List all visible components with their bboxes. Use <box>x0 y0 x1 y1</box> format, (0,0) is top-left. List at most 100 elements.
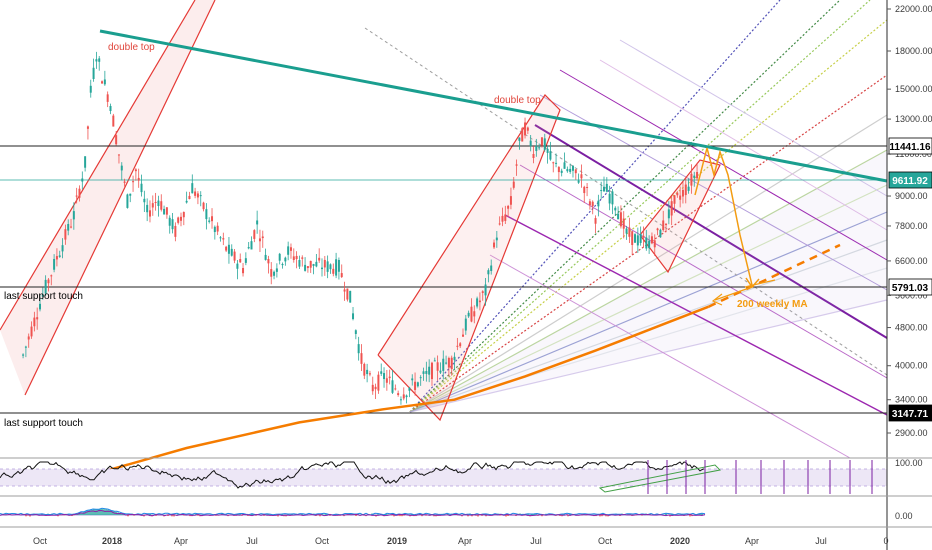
level-tag-box <box>888 137 932 155</box>
candle-body <box>662 220 665 231</box>
candle-body <box>535 145 538 152</box>
candle-body <box>385 378 388 383</box>
candle-body <box>154 201 157 203</box>
candle-body <box>270 269 273 277</box>
candle-body <box>374 386 377 390</box>
candle-body <box>256 220 259 225</box>
left-channel-fill <box>0 0 215 395</box>
pitchfork-line <box>489 254 851 459</box>
time-tick-label: Apr <box>745 536 759 546</box>
candle-body <box>603 186 605 192</box>
candle-body <box>456 345 459 347</box>
time-tick-label: 2020 <box>670 536 690 546</box>
candle-body <box>653 240 656 248</box>
rsi-channel <box>598 464 722 493</box>
time-tick-label: 2018 <box>102 536 122 546</box>
macd-panel: 0.00 <box>0 507 913 521</box>
candle-body <box>622 218 625 229</box>
mid-channel-fill <box>378 95 560 420</box>
candle-body <box>349 290 352 303</box>
rsi-panel: 100.00 <box>0 458 923 494</box>
candle-body <box>205 209 208 220</box>
candle-body <box>75 195 78 197</box>
level-tag-label: 5791.03 <box>892 283 929 294</box>
fan-line <box>409 19 888 413</box>
rsi-band <box>0 469 887 486</box>
candle-body <box>22 354 25 356</box>
candle-body <box>648 240 651 249</box>
candle-body <box>216 225 219 232</box>
candle-body <box>650 236 653 244</box>
candle-body <box>478 300 481 303</box>
candle-body <box>134 169 137 172</box>
candle-body <box>399 399 402 401</box>
candle-body <box>690 173 693 186</box>
fan-shading <box>410 150 887 412</box>
candle-body <box>137 177 140 181</box>
candle-body <box>148 210 151 217</box>
pitchfork-line <box>519 164 888 379</box>
candle-body <box>414 381 417 390</box>
guide-line <box>364 27 888 376</box>
fan-line <box>409 149 888 413</box>
candle-body <box>115 135 118 145</box>
candle-body <box>450 357 453 370</box>
level-tags: 11441.16 9611.92 5791.03 3147.71 <box>888 137 932 422</box>
candle-body <box>329 264 332 270</box>
candle-body <box>143 198 146 203</box>
time-tick-label: Jul <box>815 536 827 546</box>
projection-path <box>694 147 753 286</box>
candle-body <box>600 190 603 192</box>
candle-body <box>642 235 645 238</box>
annotation-label: double top <box>494 95 541 106</box>
candle-body <box>202 202 205 210</box>
annotation-label: double top <box>108 42 155 53</box>
candle-body <box>86 126 89 129</box>
candle-body <box>366 369 369 375</box>
candle-body <box>41 294 44 297</box>
candle-body <box>422 371 425 374</box>
candle-body <box>33 317 36 327</box>
left-channel-lower <box>24 0 216 396</box>
candle-body <box>580 174 583 179</box>
candle-body <box>498 223 501 225</box>
candle-body <box>605 183 608 192</box>
candle-body <box>571 165 574 171</box>
price-tick-label: 4000.00 <box>895 361 928 371</box>
candle-body <box>397 393 400 395</box>
candle-body <box>335 259 338 276</box>
candle-body <box>36 317 39 320</box>
candle-body <box>679 195 682 200</box>
candle-body <box>665 223 668 226</box>
candle-body <box>129 193 132 196</box>
candle-body <box>532 153 535 158</box>
price-tick-label: 6600.00 <box>895 256 928 266</box>
candle-body <box>693 175 696 178</box>
candle-body <box>103 79 106 85</box>
candle-body <box>594 218 597 224</box>
candle-body <box>487 270 490 275</box>
candle-body <box>507 205 510 209</box>
ma-200-line <box>67 305 709 483</box>
candle-body <box>321 267 323 270</box>
candle-body <box>39 303 41 310</box>
candle-body <box>117 154 120 156</box>
candle-body <box>78 188 81 198</box>
candle-body <box>684 184 687 196</box>
candle-body <box>391 380 394 393</box>
price-tick-label: 18000.00 <box>895 46 932 56</box>
candle-body <box>481 291 484 293</box>
candle-body <box>188 195 191 200</box>
candle-body <box>656 228 659 231</box>
candle-body <box>628 227 631 237</box>
candle-body <box>509 196 512 205</box>
candle-body <box>160 201 163 210</box>
candle-body <box>470 306 473 322</box>
candle-body <box>394 388 397 390</box>
candle-body <box>185 200 188 203</box>
candle-body <box>258 238 261 242</box>
candle-body <box>464 318 467 331</box>
candle-body <box>242 267 245 274</box>
candle-body <box>53 258 56 270</box>
pitchfork <box>410 39 888 459</box>
